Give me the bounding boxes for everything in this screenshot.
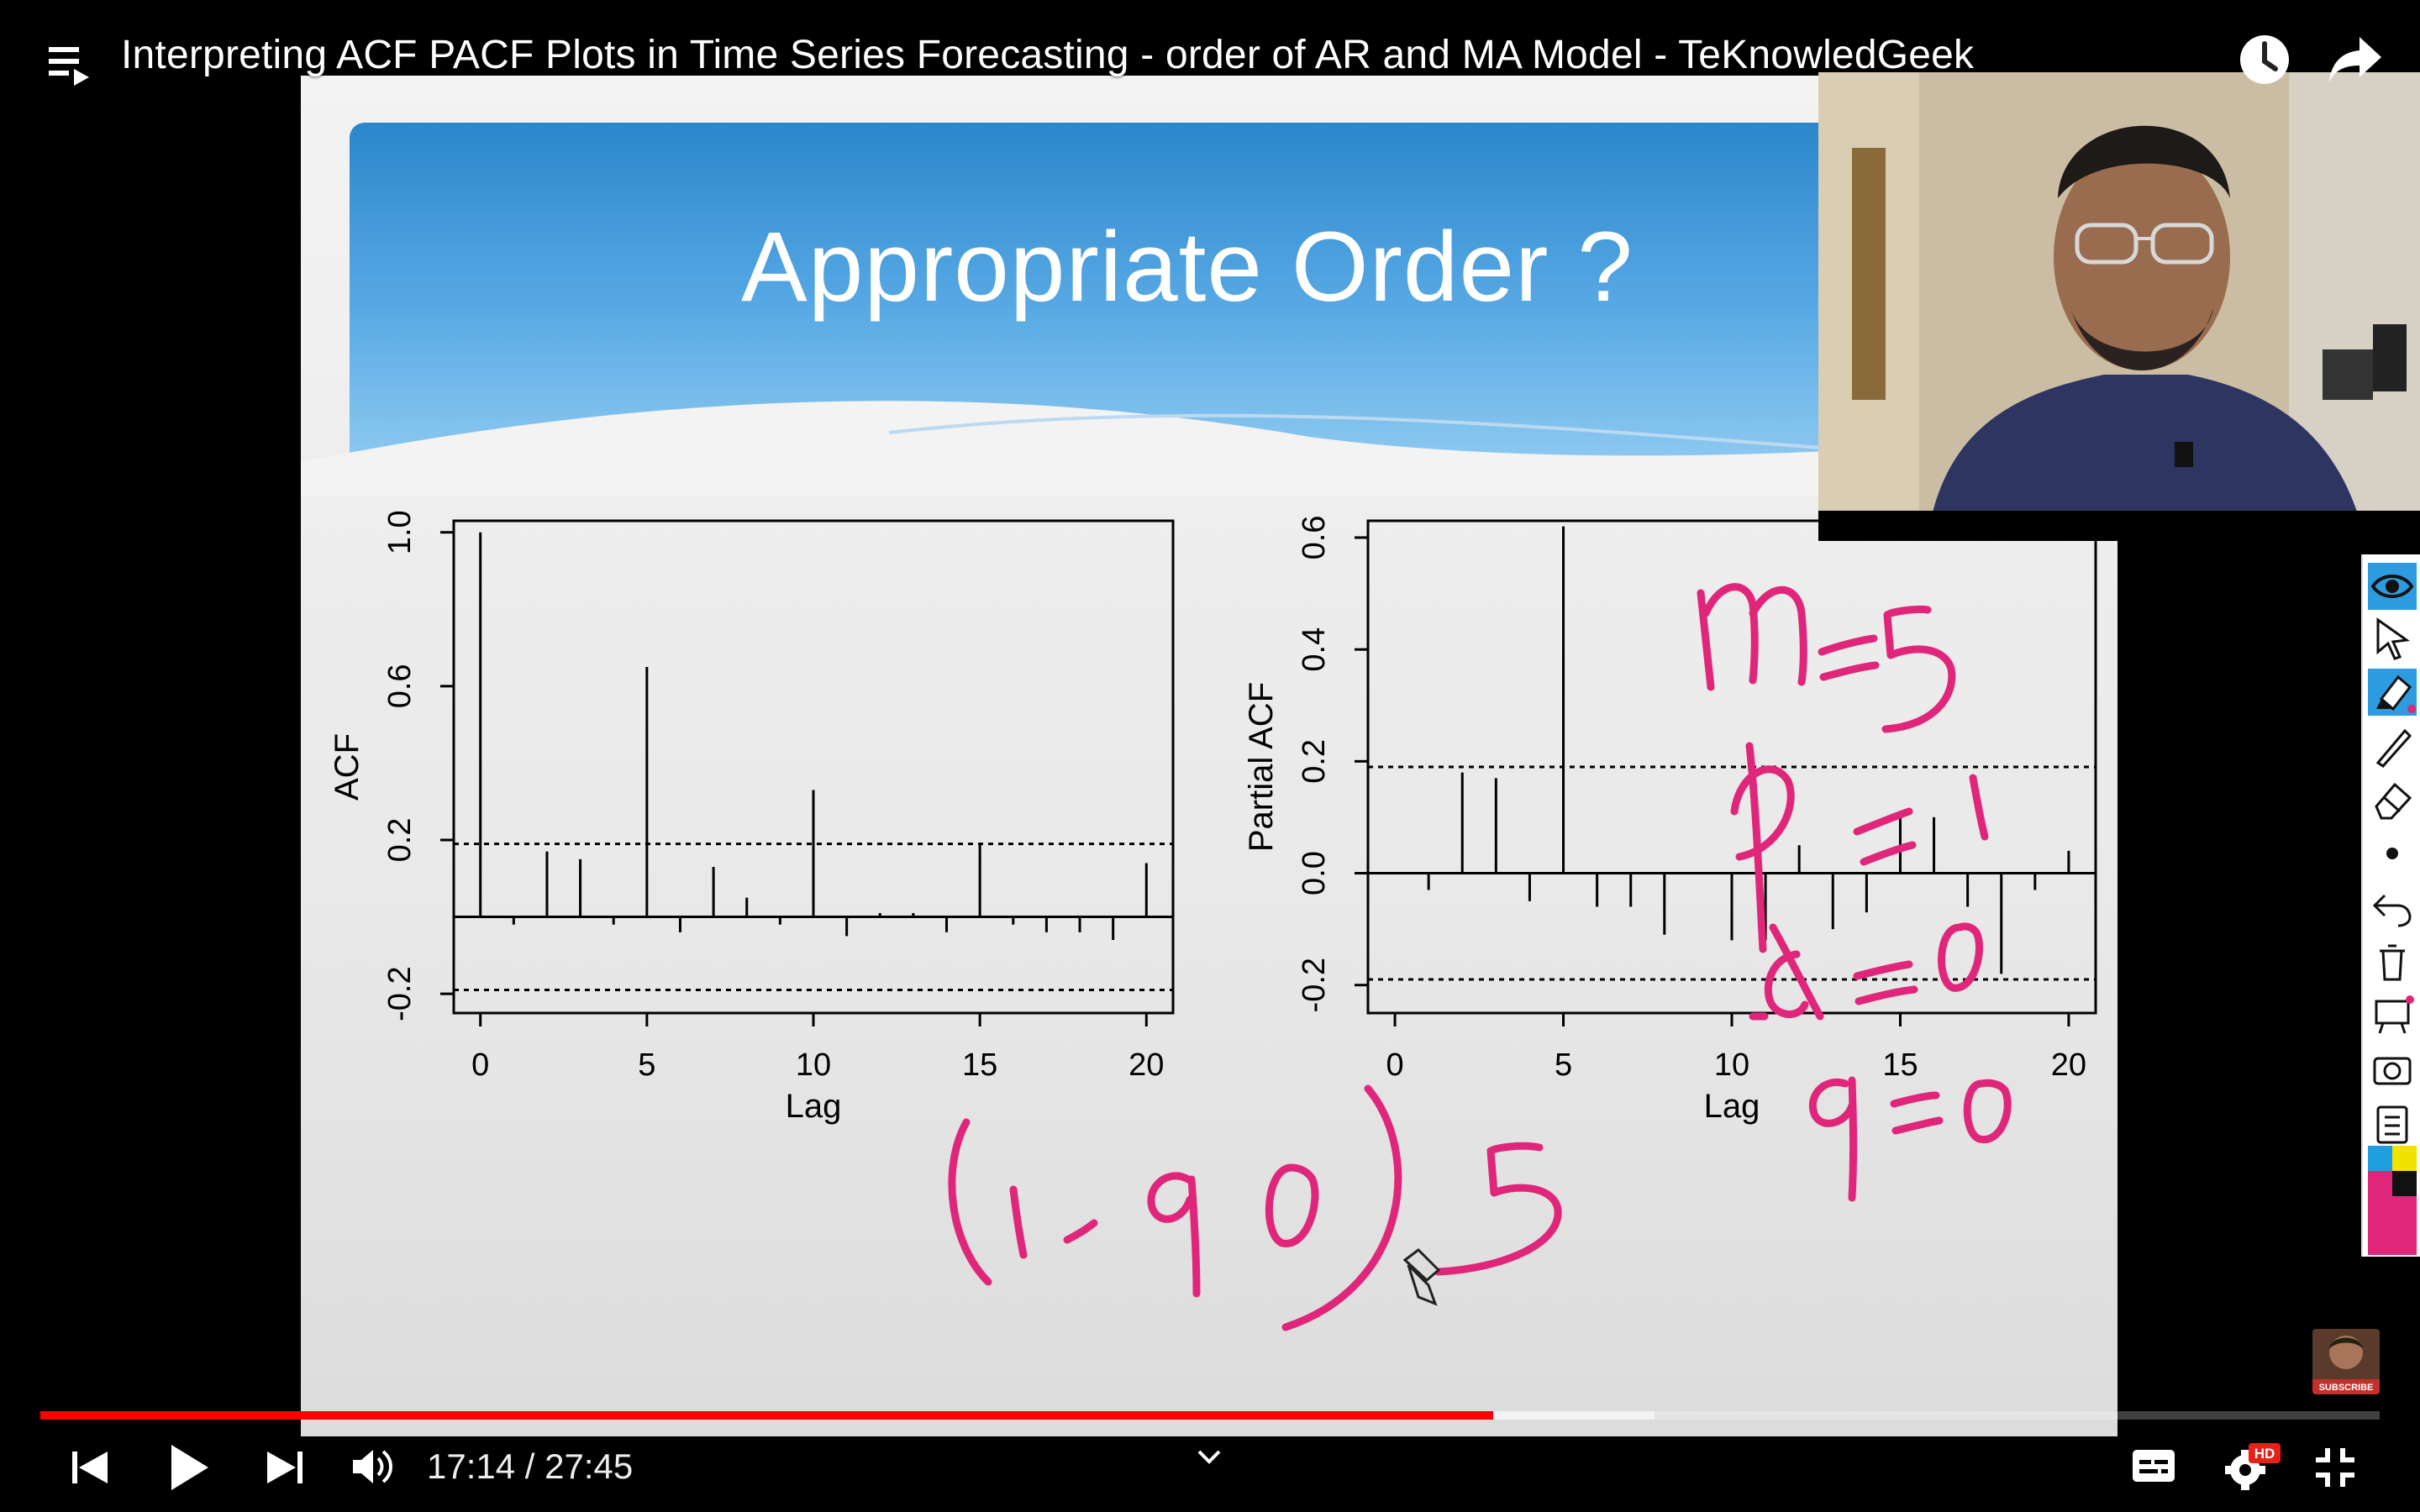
y-tick-label: -0.2	[1297, 958, 1332, 1012]
slide: Appropriate Order ?	[301, 76, 2118, 1436]
time-separator: /	[524, 1446, 535, 1486]
progress-bar[interactable]	[40, 1411, 2380, 1420]
chart-2: 0 5 10 15 20 -0.2 0.0 0.2 0.4 0.6 Lag Partial ACF	[1243, 516, 2097, 1125]
pen-icon[interactable]	[2368, 722, 2417, 769]
hd-badge: HD	[2254, 1446, 2275, 1462]
x-tick-label: 20	[2051, 1047, 2086, 1083]
dot-icon[interactable]	[2368, 830, 2417, 877]
volume-icon[interactable]	[351, 1445, 395, 1488]
whiteboard-icon[interactable]	[2368, 991, 2417, 1038]
x-tick-label: 5	[1555, 1047, 1572, 1083]
subscribe-label: SUBSCRIBE	[2319, 1383, 2374, 1393]
video-title: Interpreting ACF PACF Plots in Time Seri…	[121, 33, 1975, 77]
playlist-icon[interactable]	[47, 42, 92, 87]
progress-played	[40, 1411, 1493, 1420]
x-axis-label: Lag	[786, 1088, 842, 1125]
slide-banner-wave	[301, 401, 2118, 496]
subscribe-badge[interactable]: SUBSCRIBE	[2312, 1329, 2380, 1394]
chevron-down-icon[interactable]	[1197, 1448, 1222, 1465]
share-icon[interactable]	[2328, 34, 2383, 86]
pointer-icon[interactable]	[2368, 615, 2417, 662]
webcam-feed	[1818, 72, 2420, 538]
plot-frame	[452, 519, 1175, 1015]
duration: 27:45	[544, 1446, 634, 1486]
y-tick-label: 0.2	[1297, 739, 1332, 784]
y-tick-label: 1.0	[382, 510, 418, 554]
color-palette[interactable]	[2368, 1146, 2417, 1255]
highlighter-icon[interactable]	[2368, 669, 2417, 716]
time-display: 17:14 / 27:45	[427, 1446, 633, 1487]
trash-icon[interactable]	[2368, 937, 2417, 984]
settings-icon[interactable]: HD	[2223, 1441, 2282, 1494]
x-tick-label: 0	[1386, 1047, 1404, 1083]
next-icon[interactable]	[266, 1448, 304, 1487]
y-axis-label: Partial ACF	[1243, 682, 1280, 852]
eye-icon[interactable]	[2368, 563, 2417, 610]
captions-icon[interactable]	[2131, 1446, 2176, 1485]
x-tick-label: 5	[638, 1047, 655, 1083]
x-tick-label: 0	[471, 1047, 489, 1083]
chart-1: 0 5 10 15 20 -0.2 0.2 0.6 1.0 Lag ACF	[329, 510, 1175, 1125]
undo-icon[interactable]	[2368, 884, 2417, 931]
annotation-toolbar	[2361, 554, 2420, 1257]
x-tick-label: 15	[962, 1047, 997, 1083]
play-icon[interactable]	[168, 1441, 210, 1494]
y-tick-label: 0.2	[382, 818, 418, 863]
slide-title: Appropriate Order ?	[741, 212, 1634, 323]
x-tick-label: 10	[1714, 1047, 1749, 1083]
eraser-icon[interactable]	[2368, 776, 2417, 823]
watch-later-icon[interactable]	[2238, 34, 2291, 86]
x-tick-label: 10	[796, 1047, 831, 1083]
y-tick-label: -0.2	[382, 966, 418, 1021]
x-axis-label: Lag	[1704, 1088, 1760, 1125]
y-tick-label: 0.0	[1297, 851, 1332, 895]
y-tick-label: 0.6	[1297, 516, 1332, 560]
camera-icon[interactable]	[2368, 1045, 2417, 1092]
y-tick-label: 0.6	[382, 664, 418, 708]
exit-fullscreen-icon[interactable]	[2314, 1446, 2356, 1488]
previous-icon[interactable]	[71, 1448, 109, 1487]
y-axis-label: ACF	[329, 733, 366, 801]
x-tick-label: 20	[1128, 1047, 1164, 1083]
current-time: 17:14	[427, 1446, 516, 1486]
webcam-bottom-bar	[1818, 511, 2420, 541]
y-tick-label: 0.4	[1297, 627, 1332, 672]
clipboard-icon[interactable]	[2368, 1099, 2417, 1146]
x-tick-label: 15	[1882, 1047, 1918, 1083]
